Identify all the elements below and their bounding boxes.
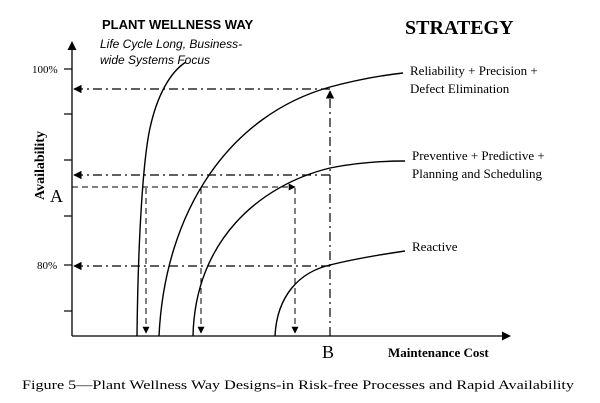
- strategy-reliability-line1: Reliability + Precision +: [410, 63, 538, 78]
- diagram-subtitle-line1: Life Cycle Long, Business-: [100, 37, 242, 51]
- strategy-heading: STRATEGY: [405, 17, 514, 39]
- availability-level-arrows: [73, 84, 330, 271]
- y-axis-ticks: [64, 68, 72, 312]
- strategy-reactive: Reactive: [412, 239, 458, 254]
- point-b-label: B: [322, 342, 334, 362]
- strategy-preventive-line2: Planning and Scheduling: [412, 166, 542, 181]
- reliability-precision-curve: [158, 72, 404, 337]
- diagram-subtitle-line2: wide Systems Focus: [100, 53, 210, 67]
- point-a-label: A: [50, 186, 63, 206]
- y-axis-label: Availability: [33, 131, 48, 200]
- strategy-reliability-line2: Defect Elimination: [410, 81, 510, 96]
- y-tick-100: 100%: [32, 64, 58, 76]
- strategy-preventive-line1: Preventive + Predictive +: [412, 148, 545, 163]
- preventive-predictive-curve: [192, 160, 406, 337]
- diagram-title: PLANT WELLNESS WAY: [102, 17, 254, 32]
- cost-dashed-arrows: [142, 188, 299, 334]
- x-axis-label: Maintenance Cost: [388, 345, 489, 360]
- y-tick-80: 80%: [37, 260, 57, 272]
- figure-caption: Figure 5—Plant Wellness Way Designs-in R…: [22, 377, 575, 392]
- plant-wellness-way-curve: [136, 61, 187, 337]
